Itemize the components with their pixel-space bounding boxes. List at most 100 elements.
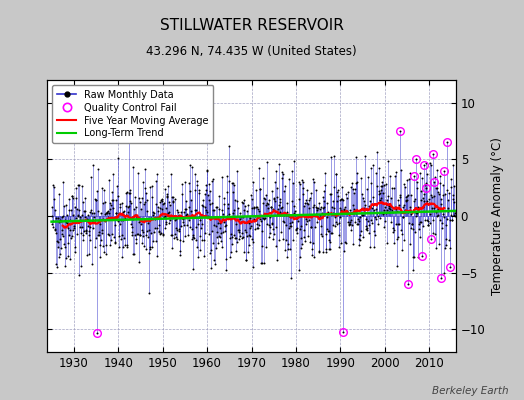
Point (158, 232, 167, 238)
Point (400, 207, 409, 213)
Point (227, 234, 236, 240)
Point (394, 220, 402, 227)
Point (148, 212, 157, 219)
Point (93, 188, 101, 194)
Point (380, 182, 388, 188)
Point (440, 270, 449, 276)
Point (419, 222, 427, 229)
Point (86, 209, 95, 216)
Point (437, 200, 445, 207)
Point (297, 234, 305, 241)
Point (306, 213, 314, 220)
Point (123, 188, 131, 195)
Point (312, 211, 320, 218)
Point (241, 206, 249, 213)
Point (403, 192, 411, 199)
Point (171, 195, 179, 202)
Point (150, 228, 158, 235)
Point (247, 223, 255, 230)
Point (161, 186, 169, 192)
Point (239, 234, 247, 240)
Point (300, 203, 309, 209)
Point (308, 252, 316, 258)
Point (431, 245, 440, 251)
Point (95, 254, 104, 260)
Point (346, 221, 355, 227)
Point (314, 205, 322, 211)
Point (374, 213, 382, 219)
Point (302, 221, 310, 227)
Point (443, 215, 451, 222)
Point (57, 244, 66, 251)
Point (354, 216, 362, 222)
Point (331, 223, 339, 229)
Point (418, 252, 427, 259)
Point (145, 250, 153, 257)
Point (330, 153, 338, 159)
Point (99, 200, 107, 206)
Point (116, 201, 124, 208)
Point (275, 202, 283, 208)
Point (102, 242, 110, 249)
Point (311, 224, 320, 230)
Point (372, 216, 380, 222)
Point (319, 194, 328, 200)
Point (379, 206, 388, 213)
Point (65, 207, 73, 213)
Point (122, 190, 130, 196)
Point (96, 242, 105, 248)
Point (181, 179, 190, 185)
Point (413, 184, 421, 191)
Point (202, 207, 210, 213)
Point (174, 226, 183, 232)
Point (364, 230, 373, 236)
Point (421, 182, 429, 188)
Point (107, 188, 116, 195)
Point (343, 210, 352, 216)
Point (264, 205, 272, 212)
Point (273, 185, 281, 192)
Point (94, 232, 103, 239)
Point (359, 195, 367, 202)
Point (387, 218, 396, 225)
Point (386, 173, 394, 179)
Point (449, 196, 457, 202)
Point (253, 204, 261, 210)
Point (398, 230, 407, 237)
Point (250, 226, 259, 232)
Point (254, 206, 263, 212)
Point (446, 264, 454, 270)
Point (373, 210, 381, 216)
Point (223, 189, 231, 196)
Point (176, 237, 184, 243)
Point (316, 215, 324, 221)
Point (337, 196, 346, 202)
Point (322, 246, 330, 252)
Point (264, 200, 272, 207)
Point (368, 220, 376, 226)
Point (442, 242, 451, 248)
Point (209, 240, 217, 246)
Point (91, 244, 99, 250)
Point (198, 237, 206, 243)
Point (150, 216, 159, 222)
Point (178, 190, 186, 197)
Point (208, 228, 216, 234)
Point (217, 230, 225, 236)
Point (319, 205, 327, 212)
Point (328, 204, 336, 210)
Y-axis label: Temperature Anomaly (°C): Temperature Anomaly (°C) (491, 137, 504, 295)
Point (328, 191, 336, 198)
Point (222, 256, 231, 262)
Point (160, 200, 168, 206)
Point (356, 206, 365, 212)
Point (298, 185, 307, 192)
Point (56, 217, 64, 223)
Point (106, 206, 115, 212)
Point (291, 212, 299, 219)
Point (288, 180, 297, 186)
Point (402, 197, 411, 203)
Point (64, 240, 72, 246)
Point (294, 179, 303, 185)
Point (301, 238, 309, 244)
